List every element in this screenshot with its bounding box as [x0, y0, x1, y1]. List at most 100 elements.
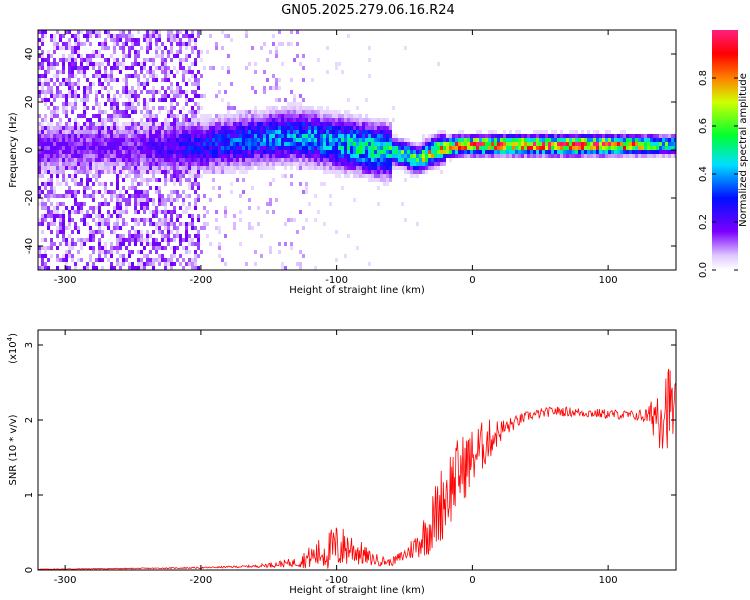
spectrogram-cell-2481 — [254, 262, 257, 266]
spectrogram-cell-2986 — [332, 130, 335, 134]
spectrogram-cell-445 — [71, 130, 74, 134]
spectrogram-cell-3249 — [377, 150, 380, 154]
spectrogram-cell-666 — [89, 134, 92, 138]
spectrogram-cell-61 — [41, 162, 44, 166]
spectrogram-cell-347 — [65, 30, 68, 34]
spectrogram-cell-1214 — [131, 166, 134, 170]
spectrogram-cell-3828 — [599, 138, 602, 142]
spectrogram-cell-908 — [107, 226, 110, 230]
spectrogram-cell-146 — [47, 194, 50, 198]
spectrogram-cell-1266 — [134, 238, 137, 242]
spectrogram-cell-200 — [53, 42, 56, 46]
spectrogram-cell-92 — [44, 118, 47, 122]
spectrogram-cell-1187 — [128, 262, 131, 266]
spectrogram-cell-795 — [98, 218, 101, 222]
spectrogram-cell-1746 — [170, 222, 173, 226]
spectrogram-cell-1370 — [143, 158, 146, 162]
spectrogram-cell-2830 — [305, 150, 308, 154]
spectrogram-cell-2659 — [281, 154, 284, 158]
spectrogram-cell-455 — [71, 174, 74, 178]
spectrogram-cell-3640 — [512, 150, 515, 154]
spectrogram-cell-3943 — [653, 150, 656, 154]
spectrogram-cell-1124 — [125, 106, 128, 110]
spectrogram-cell-1896 — [182, 202, 185, 206]
spectrogram-cell-1542 — [155, 214, 158, 218]
spectrogram-cell-1568 — [158, 154, 161, 158]
spectrogram-cell-2186 — [212, 122, 215, 126]
spectrogram-cell-688 — [92, 30, 95, 34]
spectrogram-cell-2795 — [299, 266, 302, 270]
spectrogram-cell-1316 — [140, 90, 143, 94]
spectrogram-cell-719 — [92, 238, 95, 242]
spectrogram-cell-3379 — [407, 162, 410, 166]
spectrogram-cell-991 — [116, 62, 119, 66]
spectrogram-y-tick-label-2: 0 — [24, 147, 35, 153]
spectrogram-cell-1285 — [137, 134, 140, 138]
spectrogram-cell-2272 — [224, 130, 227, 134]
spectrogram-cell-2395 — [242, 150, 245, 154]
spectrogram-cell-635 — [86, 146, 89, 150]
spectrogram-cell-1637 — [164, 118, 167, 122]
spectrogram-cell-1544 — [155, 226, 158, 230]
spectrogram-cell-3537 — [464, 150, 467, 154]
spectrogram-cell-1427 — [146, 238, 149, 242]
spectrogram-cell-3746 — [560, 150, 563, 154]
spectrogram-cell-276 — [59, 38, 62, 42]
spectrogram-cell-1290 — [137, 154, 140, 158]
spectrogram-cell-450 — [71, 150, 74, 154]
spectrogram-cell-3731 — [554, 142, 557, 146]
spectrogram-cell-382 — [65, 262, 68, 266]
spectrogram-cell-3404 — [416, 158, 419, 162]
spectrogram-cell-2697 — [287, 142, 290, 146]
spectrogram-cell-946 — [110, 254, 113, 258]
spectrogram-cell-3219 — [371, 158, 374, 162]
spectrogram-cell-3350 — [398, 162, 401, 166]
spectrogram-cell-1013 — [116, 170, 119, 174]
spectrogram-cell-1416 — [146, 170, 149, 174]
spectrogram-cell-1556 — [158, 90, 161, 94]
spectrogram-cell-1931 — [185, 194, 188, 198]
spectrogram-cell-3969 — [668, 134, 671, 138]
spectrogram-cell-1072 — [122, 34, 125, 38]
spectrogram-cell-1254 — [134, 178, 137, 182]
spectrogram-cell-3173 — [365, 114, 368, 118]
colorbar-tick-label-1: 0.2 — [698, 214, 709, 230]
spectrogram-cell-3054 — [344, 114, 347, 118]
spectrogram-cell-110 — [44, 214, 47, 218]
spectrogram-cell-178 — [50, 158, 53, 162]
spectrogram-cell-3881 — [623, 142, 626, 146]
spectrogram-cell-2256 — [221, 138, 224, 142]
spectrogram-cell-522 — [77, 94, 80, 98]
spectrogram-cell-932 — [110, 154, 113, 158]
spectrogram-cell-1491 — [152, 150, 155, 154]
spectrogram-cell-2552 — [266, 162, 269, 166]
spectrogram-cell-2834 — [305, 166, 308, 170]
spectrogram-cell-3659 — [521, 146, 524, 150]
spectrogram-cell-650 — [86, 238, 89, 242]
spectrogram-cell-120 — [47, 58, 50, 62]
spectrogram-cell-2582 — [272, 86, 275, 90]
spectrogram-cell-1357 — [143, 98, 146, 102]
spectrogram-cell-979 — [113, 194, 116, 198]
spectrogram-cell-355 — [65, 102, 68, 106]
spectrogram-cell-1142 — [125, 202, 128, 206]
spectrogram-cell-3707 — [542, 154, 545, 158]
spectrogram-cell-2799 — [302, 98, 305, 102]
spectrogram-cell-1789 — [173, 246, 176, 250]
spectrogram-cell-2562 — [269, 122, 272, 126]
spectrogram-cell-2941 — [323, 170, 326, 174]
spectrogram-cell-431 — [71, 54, 74, 58]
spectrogram-cell-3945 — [656, 134, 659, 138]
spectrogram-cell-1306 — [137, 238, 140, 242]
spectrogram-cell-2129 — [203, 126, 206, 130]
spectrogram-cell-3922 — [644, 138, 647, 142]
spectrogram-cell-554 — [80, 98, 83, 102]
spectrogram-cell-3254 — [377, 170, 380, 174]
spectrogram-cell-2094 — [197, 218, 200, 222]
spectrogram-cell-940 — [110, 198, 113, 202]
spectrogram-cell-1625 — [161, 258, 164, 262]
spectrogram-cell-2808 — [302, 138, 305, 142]
spectrogram-cell-574 — [80, 238, 83, 242]
spectrogram-cell-3047 — [341, 154, 344, 158]
spectrogram-cell-2792 — [299, 210, 302, 214]
